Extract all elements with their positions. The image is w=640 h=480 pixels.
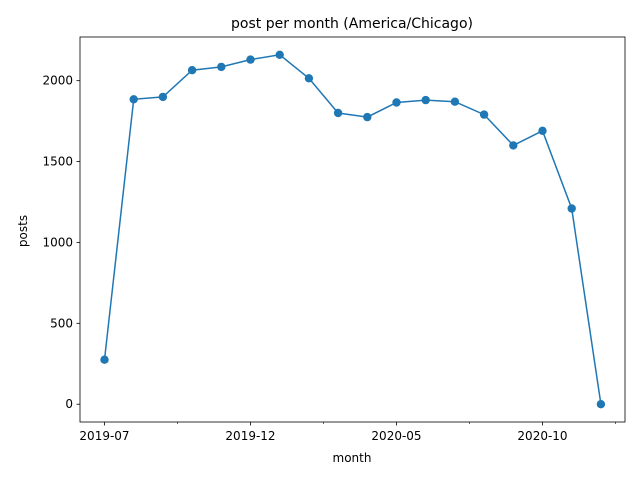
data-point [596,400,606,409]
y-tick-label: 1500 [42,155,73,169]
data-point [333,108,343,118]
x-tick-label: 2019-07 [79,429,129,443]
data-point [538,126,547,135]
data-point [509,141,518,150]
data-point [479,110,489,119]
x-tick-label: 2020-05 [371,429,421,443]
data-point [187,66,197,75]
y-tick-label: 0 [65,397,73,411]
data-point [421,95,430,105]
x-tick-label: 2019-12 [225,429,275,443]
data-point [392,98,401,107]
plot-frame [79,36,626,423]
plot-area: 0 500 1000 1500 2000 2019-07 2019-12 2020-05 202… [42,36,626,443]
data-point [275,50,284,59]
y-tick-label: 2000 [42,74,73,88]
x-tick-label: 2020-10 [517,429,567,443]
chart-title: post per month (America/Chicago) [231,16,473,32]
data-point [304,74,314,83]
data-point [246,55,255,64]
y-tick-label: 1000 [42,235,73,249]
x-axis-label: month [333,451,372,465]
data-point [363,112,372,122]
data-point [100,355,109,364]
data-point [450,97,460,106]
data-point [217,62,226,72]
y-axis-label: posts [16,215,30,247]
data-point [567,204,576,213]
y-tick-label: 500 [50,316,73,330]
data-point [129,95,138,104]
data-point [158,92,168,102]
series-line [103,54,602,405]
